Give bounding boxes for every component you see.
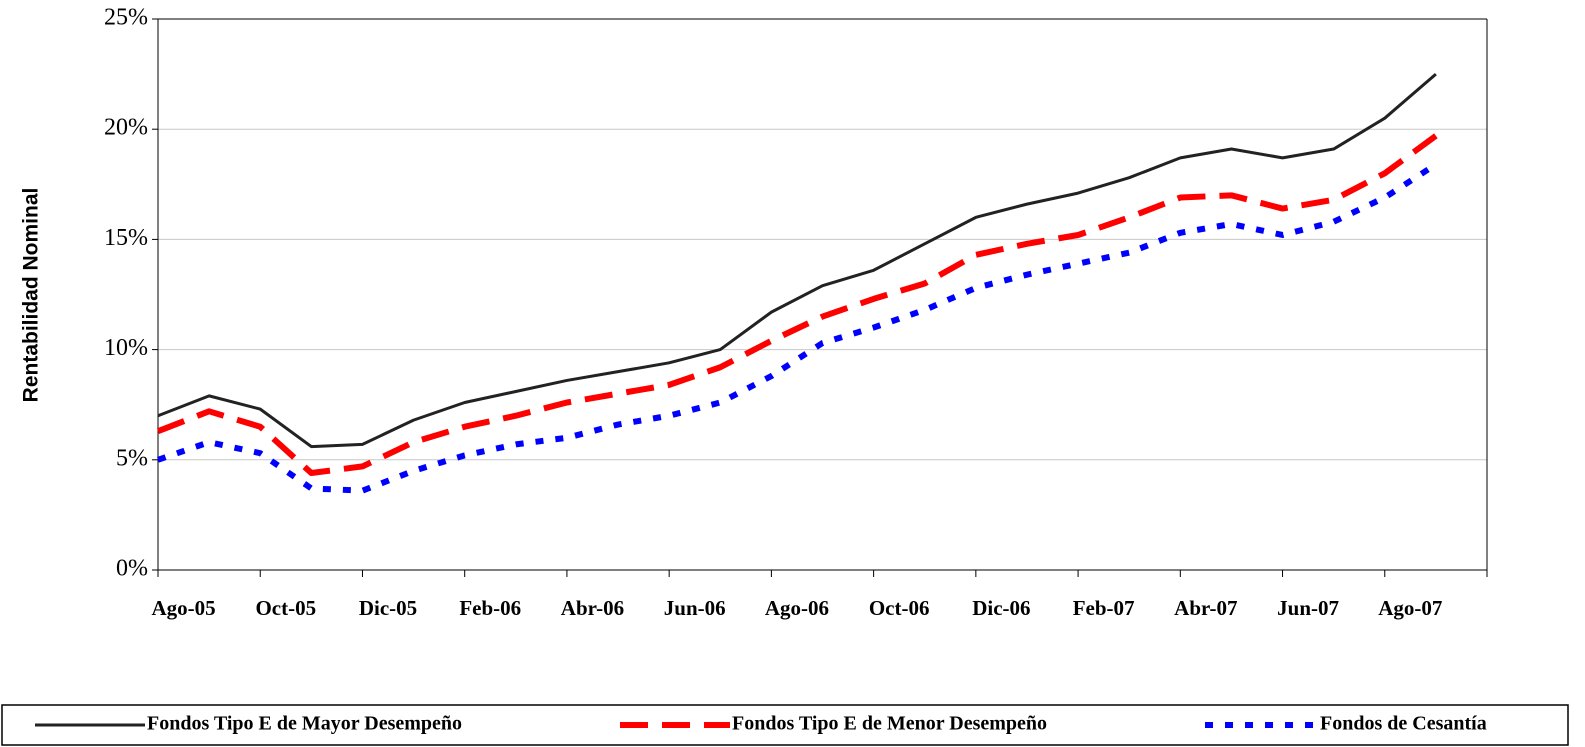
x-tick-label: Oct-05 — [255, 596, 316, 620]
y-tick-label: 10% — [104, 335, 148, 361]
x-tick-label: Jun-07 — [1277, 596, 1339, 620]
x-tick-label: Abr-06 — [561, 596, 624, 620]
series-line — [157, 72, 1437, 449]
x-tick-label: Dic-06 — [972, 596, 1030, 620]
x-tick-label: Feb-06 — [459, 596, 521, 620]
x-tick-label: Ago-07 — [1378, 596, 1442, 620]
legend-label: Fondos Tipo E de Menor Desempeño — [732, 713, 1047, 735]
x-tick-label: Jun-06 — [664, 596, 726, 620]
x-tick-label: Ago-05 — [151, 596, 215, 620]
y-tick-label: 0% — [116, 556, 148, 582]
x-tick-label: Abr-07 — [1174, 596, 1237, 620]
y-tick-label: 5% — [116, 445, 148, 471]
y-tick-label: 20% — [104, 115, 148, 141]
series-line — [157, 161, 1438, 494]
x-tick-label: Ago-06 — [765, 596, 829, 620]
legend-label: Fondos Tipo E de Mayor Desempeño — [147, 713, 462, 735]
x-tick-label: Dic-05 — [359, 596, 417, 620]
legend-label: Fondos de Cesantía — [1320, 713, 1487, 735]
legend-box — [1, 704, 1569, 746]
x-tick-label: Oct-06 — [869, 596, 930, 620]
x-tick-label: Feb-07 — [1073, 596, 1135, 620]
y-tick-label: 25% — [104, 5, 148, 31]
y-axis-label: Rentabilidad Nominal — [20, 188, 43, 403]
series-line — [156, 133, 1438, 477]
y-tick-label: 15% — [104, 225, 148, 251]
